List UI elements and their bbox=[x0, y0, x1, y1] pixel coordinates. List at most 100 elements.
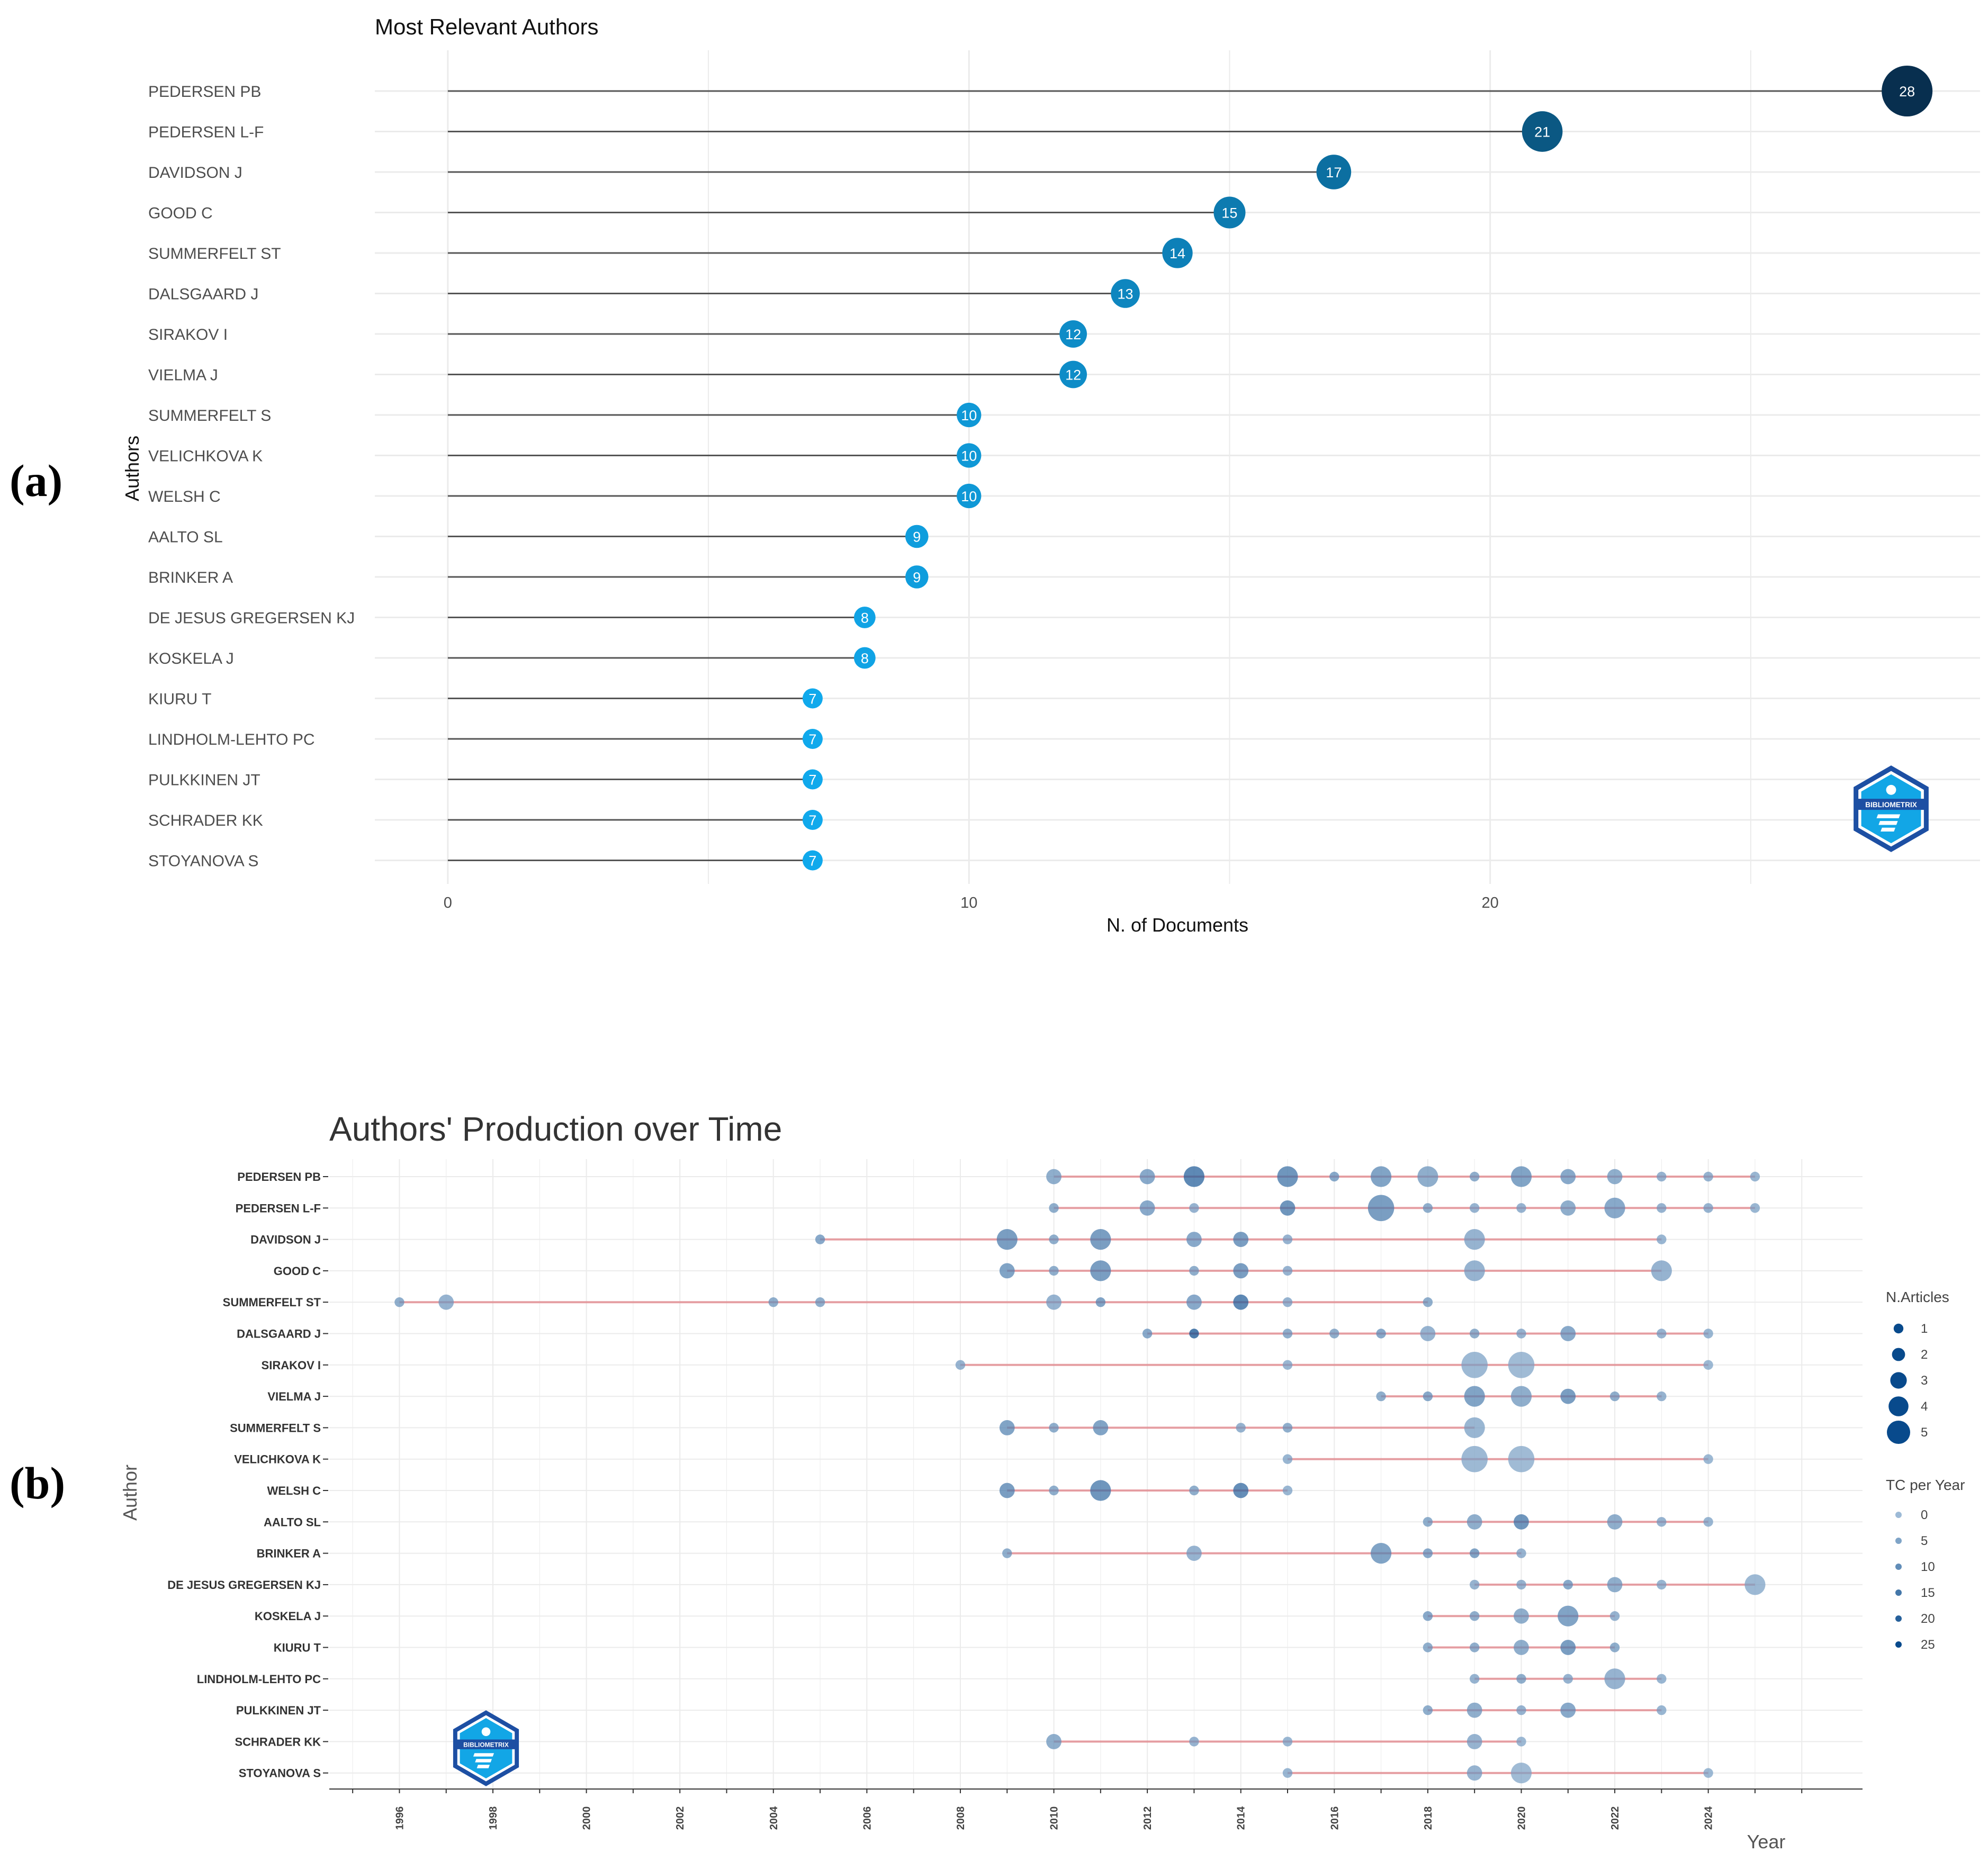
point-pulkkinen-jt-2018 bbox=[1423, 1705, 1433, 1715]
dot-dalsgaard-j bbox=[1111, 279, 1140, 308]
point-dalsgaard-j-2020 bbox=[1516, 1329, 1526, 1339]
point-pulkkinen-jt-2021 bbox=[1560, 1702, 1576, 1718]
x-tick-label: 2008 bbox=[955, 1806, 967, 1830]
point-velichkova-k-2015 bbox=[1282, 1454, 1293, 1464]
value-label-koskela-j: 8 bbox=[861, 651, 869, 666]
author-label-brinker-a: BRINKER A bbox=[257, 1547, 321, 1560]
point-pedersen-pb-2023 bbox=[1657, 1171, 1667, 1182]
point-lindholm-lehto-pc-2023 bbox=[1657, 1674, 1667, 1684]
author-label-lindholm-lehto-pc: LINDHOLM-LEHTO PC bbox=[197, 1673, 321, 1686]
chart-b-title: Authors' Production over Time bbox=[329, 1110, 782, 1148]
value-label-stoyanova-s: 7 bbox=[808, 853, 816, 869]
point-summerfelt-s-2015 bbox=[1282, 1423, 1293, 1433]
author-label-pedersen-l-f: PEDERSEN L-F bbox=[236, 1201, 321, 1215]
dot-summerfelt-s bbox=[957, 402, 982, 428]
point-schrader-kk-2020 bbox=[1516, 1737, 1526, 1747]
x-tick-label: 2010 bbox=[1049, 1806, 1060, 1830]
x-tick-label: 2022 bbox=[1609, 1806, 1621, 1830]
point-pedersen-pb-2017 bbox=[1370, 1166, 1392, 1187]
panel-label-b: (b) bbox=[10, 1458, 66, 1508]
point-pedersen-l-f-2022 bbox=[1604, 1197, 1625, 1218]
dot-sirakov-i bbox=[1059, 320, 1087, 348]
point-welsh-c-2014 bbox=[1233, 1483, 1249, 1498]
y-axis-label: Author bbox=[119, 1465, 141, 1521]
legend-articles-label-2: 2 bbox=[1921, 1348, 1928, 1362]
point-sirakov-i-2020 bbox=[1508, 1352, 1535, 1378]
point-dalsgaard-j-2023 bbox=[1657, 1329, 1667, 1339]
legend-tc-label-10: 10 bbox=[1921, 1560, 1935, 1574]
point-de-jesus-gregersen-kj-2021 bbox=[1563, 1579, 1573, 1590]
point-lindholm-lehto-pc-2019 bbox=[1469, 1674, 1480, 1684]
legend-tc-dot-15 bbox=[1895, 1589, 1902, 1596]
author-label-dalsgaard-j: DALSGAARD J bbox=[148, 286, 258, 303]
value-label-kiuru-t: 7 bbox=[808, 691, 816, 707]
point-davidson-j-2013 bbox=[1186, 1232, 1202, 1247]
legend-articles-label-3: 3 bbox=[1921, 1374, 1928, 1388]
author-label-de-jesus-gregersen-kj: DE JESUS GREGERSEN KJ bbox=[167, 1578, 321, 1592]
legend-tc-title: TC per Year bbox=[1886, 1477, 1965, 1493]
logo-banner bbox=[456, 1739, 516, 1749]
value-label-summerfelt-s: 10 bbox=[961, 408, 977, 423]
author-label-davidson-j: DAVIDSON J bbox=[250, 1233, 321, 1246]
point-summerfelt-st-2010 bbox=[1046, 1294, 1062, 1310]
x-tick-label: 2006 bbox=[861, 1806, 873, 1830]
author-label-velichkova-k: VELICHKOVA K bbox=[148, 448, 263, 465]
x-tick-label: 10 bbox=[960, 895, 977, 911]
point-lindholm-lehto-pc-2020 bbox=[1516, 1674, 1526, 1684]
point-pedersen-l-f-2021 bbox=[1560, 1200, 1576, 1216]
value-label-pedersen-pb: 28 bbox=[1899, 84, 1915, 100]
author-label-aalto-sl: AALTO SL bbox=[264, 1515, 321, 1529]
value-label-aalto-sl: 9 bbox=[913, 529, 921, 545]
x-tick-label: 2002 bbox=[674, 1806, 686, 1830]
point-pedersen-l-f-2024 bbox=[1703, 1203, 1713, 1213]
author-label-pulkkinen-jt: PULKKINEN JT bbox=[236, 1704, 321, 1717]
value-label-pulkkinen-jt: 7 bbox=[808, 772, 816, 788]
point-pedersen-pb-2010 bbox=[1046, 1169, 1062, 1185]
logo-stripe bbox=[476, 1765, 490, 1768]
point-davidson-j-2009 bbox=[996, 1229, 1018, 1250]
author-label-good-c: GOOD C bbox=[274, 1264, 321, 1278]
point-summerfelt-s-2014 bbox=[1236, 1423, 1246, 1433]
point-velichkova-k-2024 bbox=[1703, 1454, 1713, 1464]
point-sirakov-i-2015 bbox=[1282, 1360, 1293, 1370]
author-label-sirakov-i: SIRAKOV I bbox=[148, 326, 228, 344]
point-pedersen-pb-2018 bbox=[1417, 1166, 1438, 1187]
legend-tc-label-15: 15 bbox=[1921, 1586, 1935, 1600]
x-tick-label: 2004 bbox=[768, 1806, 780, 1830]
legend-articles-dot-4 bbox=[1888, 1396, 1909, 1416]
point-stoyanova-s-2020 bbox=[1510, 1763, 1532, 1784]
point-pedersen-l-f-2018 bbox=[1423, 1203, 1433, 1213]
point-sirakov-i-2008 bbox=[955, 1360, 966, 1370]
author-label-summerfelt-s: SUMMERFELT S bbox=[230, 1421, 321, 1434]
logo-person-icon bbox=[481, 1727, 491, 1736]
point-vielma-j-2020 bbox=[1510, 1386, 1532, 1407]
point-pedersen-pb-2024 bbox=[1703, 1171, 1713, 1182]
point-kiuru-t-2021 bbox=[1560, 1640, 1576, 1655]
bibliometrix-logo: BIBLIOMETRIX bbox=[1854, 765, 1929, 852]
value-label-vielma-j: 12 bbox=[1065, 367, 1081, 383]
value-label-welsh-c: 10 bbox=[961, 489, 977, 504]
point-summerfelt-st-2013 bbox=[1186, 1294, 1202, 1310]
value-label-velichkova-k: 10 bbox=[961, 448, 977, 464]
x-tick-label: 0 bbox=[444, 895, 452, 911]
legend-tc-dot-20 bbox=[1895, 1615, 1902, 1622]
point-pedersen-l-f-2013 bbox=[1189, 1203, 1199, 1213]
author-label-pulkkinen-jt: PULKKINEN JT bbox=[148, 772, 260, 789]
point-brinker-a-2019 bbox=[1469, 1548, 1480, 1558]
point-pedersen-l-f-2010 bbox=[1049, 1203, 1059, 1213]
dot-brinker-a bbox=[905, 565, 929, 589]
logo-banner bbox=[1858, 799, 1924, 810]
point-summerfelt-s-2019 bbox=[1464, 1417, 1485, 1438]
x-axis-label: N. of Documents bbox=[1107, 914, 1248, 936]
point-lindholm-lehto-pc-2021 bbox=[1563, 1674, 1573, 1684]
point-summerfelt-s-2010 bbox=[1049, 1423, 1059, 1433]
author-label-kiuru-t: KIURU T bbox=[148, 691, 211, 708]
point-dalsgaard-j-2021 bbox=[1560, 1326, 1576, 1341]
legend-tc-dot-10 bbox=[1895, 1564, 1902, 1570]
authors-production-chart: Authors' Production over Time PEDERSEN PB… bbox=[119, 1110, 1965, 1853]
point-good-c-2010 bbox=[1049, 1266, 1059, 1276]
logo-stripe bbox=[1881, 827, 1896, 832]
point-vielma-j-2019 bbox=[1464, 1386, 1485, 1407]
point-de-jesus-gregersen-kj-2022 bbox=[1607, 1577, 1623, 1593]
point-pulkkinen-jt-2019 bbox=[1467, 1702, 1482, 1718]
